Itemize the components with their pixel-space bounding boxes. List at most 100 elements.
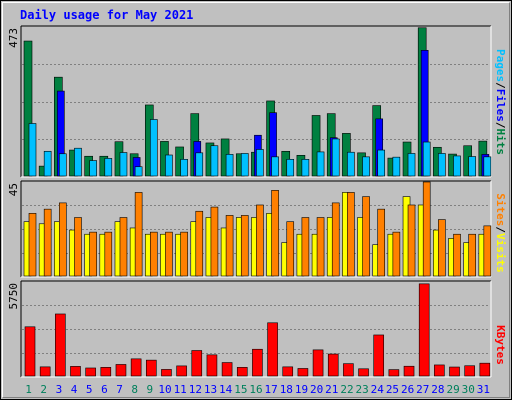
kbytes-bar xyxy=(161,369,172,377)
pages-bar xyxy=(316,151,325,177)
pages-bar xyxy=(195,152,204,177)
sites-bar xyxy=(74,217,82,277)
kbytes-bar xyxy=(464,365,475,377)
x-tick-label: 29 xyxy=(446,383,459,396)
x-tick-label: 1 xyxy=(25,383,32,396)
sites-bar xyxy=(119,217,128,277)
legend-hits: Hits xyxy=(494,129,507,156)
kbytes-bar xyxy=(85,367,96,377)
kbytes-bar xyxy=(115,364,127,377)
pages-bar xyxy=(331,138,340,177)
middle-y-max-label: 45 xyxy=(7,183,20,196)
x-tick-label: 30 xyxy=(462,383,475,396)
kbytes-bar xyxy=(236,367,248,377)
x-tick-label: 17 xyxy=(265,383,278,396)
top-y-max-label: 473 xyxy=(7,28,20,48)
legend-kbytes: KBytes xyxy=(494,325,507,365)
pages-bar xyxy=(453,155,461,177)
pages-bar xyxy=(240,153,249,177)
kbytes-bar xyxy=(206,354,218,377)
x-tick-label: 20 xyxy=(310,383,323,396)
pages-bar xyxy=(28,123,37,177)
legend-separator: / xyxy=(494,226,507,233)
kbytes-bar xyxy=(327,353,339,377)
x-tick-label: 28 xyxy=(431,383,444,396)
pages-bar xyxy=(438,153,446,177)
sites-bar xyxy=(483,225,492,277)
pages-bar xyxy=(377,149,386,177)
pages-bar xyxy=(59,153,67,177)
sites-bar xyxy=(286,221,295,277)
sites-bar xyxy=(149,231,158,277)
x-tick-label: 7 xyxy=(116,383,123,396)
pages-bar xyxy=(301,159,310,177)
x-tick-label: 25 xyxy=(386,383,399,396)
sites-bar xyxy=(453,233,461,277)
pages-bar xyxy=(74,147,82,177)
pages-bar xyxy=(483,156,492,177)
kbytes-bar xyxy=(39,366,51,377)
x-tick-label: 22 xyxy=(340,383,353,396)
chart-title: Daily usage for May 2021 xyxy=(20,8,194,22)
x-tick-label: 16 xyxy=(249,383,262,396)
x-tick-label: 3 xyxy=(56,383,63,396)
kbytes-bar xyxy=(24,326,36,377)
x-tick-label: 12 xyxy=(189,383,202,396)
kbytes-bar xyxy=(55,313,66,377)
sites-bar xyxy=(377,208,386,277)
sites-bar xyxy=(256,204,264,277)
kbytes-bar xyxy=(403,365,415,377)
pages-bar xyxy=(392,156,401,177)
x-tick-label: 27 xyxy=(416,383,429,396)
x-tick-label: 18 xyxy=(280,383,293,396)
kbytes-bar xyxy=(176,365,187,377)
x-tick-label: 4 xyxy=(71,383,78,396)
bottom-y-max-label: 5750 xyxy=(7,283,20,310)
x-tick-label: 26 xyxy=(401,383,414,396)
sites-bar xyxy=(165,231,173,277)
kbytes-bar xyxy=(388,369,400,377)
legend-separator: / xyxy=(494,122,507,129)
kbytes-bar xyxy=(191,350,203,377)
pages-bar xyxy=(43,150,52,177)
kbytes-bar xyxy=(267,322,278,377)
bottom-legend: KBytes xyxy=(494,325,507,365)
kbytes-bar xyxy=(358,368,369,377)
middle-legend: Sites/Visits xyxy=(494,193,507,273)
pages-bar xyxy=(256,149,264,177)
sites-bar xyxy=(301,217,310,277)
pages-bar xyxy=(407,153,416,177)
x-tick-label: 9 xyxy=(147,383,154,396)
pages-bar xyxy=(89,160,97,177)
pages-bar xyxy=(104,158,113,177)
sites-bar xyxy=(180,231,188,277)
x-tick-label: 24 xyxy=(371,383,385,396)
x-tick-label: 5 xyxy=(86,383,93,396)
kbytes-bar xyxy=(100,367,112,377)
kbytes-bar xyxy=(70,366,81,377)
pages-bar xyxy=(134,166,143,177)
pages-bar xyxy=(180,159,188,177)
kbytes-bar xyxy=(297,368,309,377)
sites-bar xyxy=(407,204,416,277)
sites-bar xyxy=(438,219,446,277)
sites-bar xyxy=(134,192,143,277)
sites-bar xyxy=(392,231,401,277)
kbytes-bar xyxy=(418,283,430,377)
x-tick-label: 10 xyxy=(158,383,171,396)
legend-pages: Pages xyxy=(494,49,507,82)
pages-bar xyxy=(225,154,234,177)
pages-bar xyxy=(422,141,431,177)
sites-bar xyxy=(104,231,113,277)
sites-bar xyxy=(316,217,325,277)
sites-bar xyxy=(468,233,476,277)
sites-bar xyxy=(271,190,279,277)
kbytes-bar xyxy=(252,348,263,377)
x-tick-label: 31 xyxy=(477,383,490,396)
legend-visits: Visits xyxy=(494,233,507,273)
sites-bar xyxy=(89,231,97,277)
sites-bar xyxy=(331,202,340,277)
hits-bar xyxy=(311,115,321,177)
sites-bar xyxy=(28,213,37,277)
